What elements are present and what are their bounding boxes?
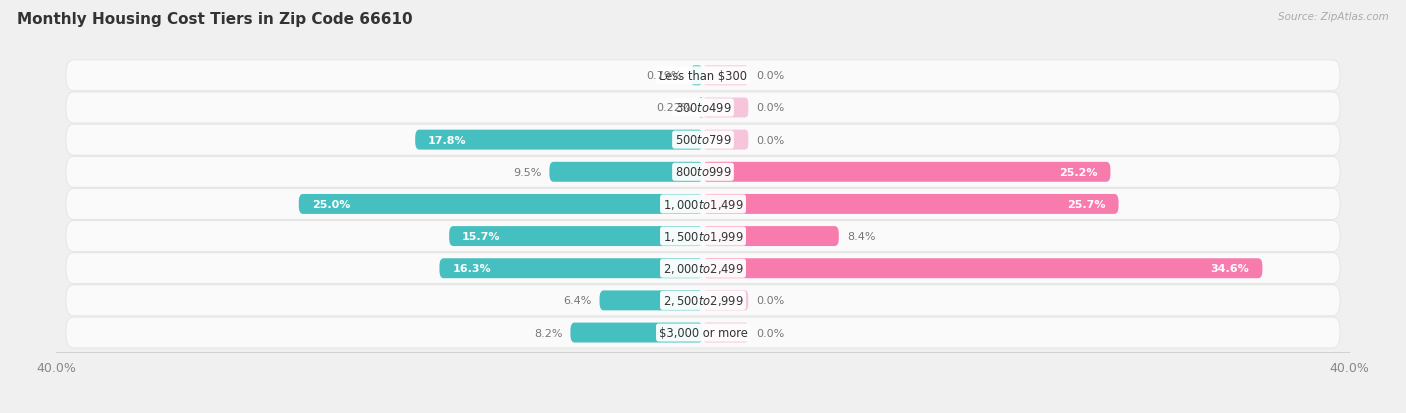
Text: 0.0%: 0.0% — [756, 103, 785, 113]
Text: $500 to $799: $500 to $799 — [675, 134, 731, 147]
Text: 25.0%: 25.0% — [312, 199, 350, 209]
Text: $2,000 to $2,499: $2,000 to $2,499 — [662, 261, 744, 275]
FancyBboxPatch shape — [66, 285, 1340, 316]
Legend: Owner-occupied, Renter-occupied: Owner-occupied, Renter-occupied — [565, 411, 841, 413]
Text: 8.4%: 8.4% — [846, 232, 876, 242]
FancyBboxPatch shape — [66, 189, 1340, 220]
FancyBboxPatch shape — [703, 259, 1263, 278]
FancyBboxPatch shape — [703, 195, 1119, 214]
Text: 8.2%: 8.2% — [534, 328, 562, 338]
FancyBboxPatch shape — [703, 162, 1111, 182]
FancyBboxPatch shape — [440, 259, 703, 278]
Text: 0.22%: 0.22% — [655, 103, 692, 113]
Text: 9.5%: 9.5% — [513, 167, 541, 177]
FancyBboxPatch shape — [550, 162, 703, 182]
Text: Source: ZipAtlas.com: Source: ZipAtlas.com — [1278, 12, 1389, 22]
Text: $3,000 or more: $3,000 or more — [658, 326, 748, 339]
FancyBboxPatch shape — [703, 227, 839, 247]
FancyBboxPatch shape — [298, 195, 703, 214]
FancyBboxPatch shape — [703, 323, 748, 343]
FancyBboxPatch shape — [66, 125, 1340, 156]
Text: 6.4%: 6.4% — [562, 296, 592, 306]
Text: 15.7%: 15.7% — [463, 232, 501, 242]
Text: Less than $300: Less than $300 — [659, 70, 747, 83]
FancyBboxPatch shape — [66, 93, 1340, 123]
FancyBboxPatch shape — [703, 131, 748, 150]
Text: Monthly Housing Cost Tiers in Zip Code 66610: Monthly Housing Cost Tiers in Zip Code 6… — [17, 12, 412, 27]
Text: 17.8%: 17.8% — [429, 135, 467, 145]
Text: 0.0%: 0.0% — [756, 296, 785, 306]
FancyBboxPatch shape — [690, 66, 703, 86]
FancyBboxPatch shape — [415, 131, 703, 150]
Text: $2,500 to $2,999: $2,500 to $2,999 — [662, 294, 744, 308]
FancyBboxPatch shape — [703, 66, 748, 86]
FancyBboxPatch shape — [703, 291, 748, 311]
FancyBboxPatch shape — [66, 61, 1340, 92]
Text: 25.7%: 25.7% — [1067, 199, 1105, 209]
Text: $300 to $499: $300 to $499 — [675, 102, 731, 115]
FancyBboxPatch shape — [703, 98, 748, 118]
Text: 0.79%: 0.79% — [647, 71, 682, 81]
Text: 0.0%: 0.0% — [756, 135, 785, 145]
FancyBboxPatch shape — [449, 227, 703, 247]
FancyBboxPatch shape — [699, 98, 703, 118]
Text: $1,000 to $1,499: $1,000 to $1,499 — [662, 197, 744, 211]
FancyBboxPatch shape — [66, 317, 1340, 348]
FancyBboxPatch shape — [599, 291, 703, 311]
Text: 16.3%: 16.3% — [453, 263, 491, 273]
Text: 34.6%: 34.6% — [1211, 263, 1250, 273]
FancyBboxPatch shape — [571, 323, 703, 343]
Text: $800 to $999: $800 to $999 — [675, 166, 731, 179]
Text: $1,500 to $1,999: $1,500 to $1,999 — [662, 230, 744, 244]
Text: 0.0%: 0.0% — [756, 71, 785, 81]
FancyBboxPatch shape — [66, 253, 1340, 284]
FancyBboxPatch shape — [66, 221, 1340, 252]
FancyBboxPatch shape — [66, 157, 1340, 188]
Text: 0.0%: 0.0% — [756, 328, 785, 338]
Text: 25.2%: 25.2% — [1059, 167, 1098, 177]
